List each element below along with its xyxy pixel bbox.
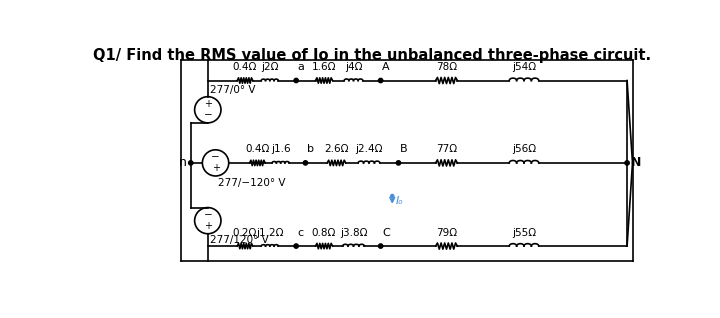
- Text: 0.4Ω: 0.4Ω: [233, 62, 257, 72]
- Text: a: a: [297, 62, 305, 72]
- Text: 277/−120° V: 277/−120° V: [218, 177, 285, 188]
- Text: 2.6Ω: 2.6Ω: [324, 144, 348, 155]
- Text: j3.8Ω: j3.8Ω: [340, 228, 367, 238]
- Circle shape: [303, 161, 307, 165]
- Text: +: +: [204, 99, 212, 109]
- Text: +: +: [204, 221, 212, 231]
- Circle shape: [391, 195, 394, 197]
- Circle shape: [294, 78, 298, 83]
- Text: 0.2Ω: 0.2Ω: [233, 228, 257, 238]
- Text: 277/120° V: 277/120° V: [210, 235, 269, 245]
- Text: 277/0° V: 277/0° V: [210, 85, 256, 95]
- Text: b: b: [307, 144, 314, 155]
- Text: 1.6Ω: 1.6Ω: [312, 62, 336, 72]
- Text: j54Ω: j54Ω: [512, 62, 536, 72]
- Text: j2Ω: j2Ω: [261, 62, 279, 72]
- Text: 0.8Ω: 0.8Ω: [312, 228, 336, 238]
- Text: A: A: [382, 62, 390, 72]
- Circle shape: [625, 161, 629, 165]
- Circle shape: [396, 161, 400, 165]
- Text: B: B: [400, 144, 408, 155]
- Text: Iₒ: Iₒ: [395, 197, 403, 206]
- Text: 79Ω: 79Ω: [436, 228, 457, 238]
- Text: j1.2Ω: j1.2Ω: [256, 228, 284, 238]
- Circle shape: [189, 161, 193, 165]
- Circle shape: [379, 244, 383, 248]
- Text: Q1/ Find the RMS value of Io in the unbalanced three-phase circuit.: Q1/ Find the RMS value of Io in the unba…: [93, 48, 651, 63]
- Circle shape: [379, 78, 383, 83]
- Circle shape: [294, 244, 298, 248]
- Text: j2.4Ω: j2.4Ω: [355, 144, 383, 155]
- Text: −: −: [204, 110, 212, 120]
- Text: 0.4Ω: 0.4Ω: [246, 144, 269, 155]
- Text: j55Ω: j55Ω: [512, 228, 536, 238]
- Text: C: C: [382, 228, 390, 238]
- Text: c: c: [297, 228, 304, 238]
- Text: −: −: [211, 152, 220, 162]
- Text: n: n: [179, 156, 187, 169]
- Text: +: +: [212, 163, 220, 173]
- Text: −: −: [204, 210, 212, 220]
- Text: j56Ω: j56Ω: [512, 144, 536, 155]
- Text: j1.6: j1.6: [271, 144, 290, 155]
- Text: j4Ω: j4Ω: [345, 62, 362, 72]
- Text: N: N: [631, 156, 642, 169]
- Text: 77Ω: 77Ω: [436, 144, 457, 155]
- Text: 78Ω: 78Ω: [436, 62, 457, 72]
